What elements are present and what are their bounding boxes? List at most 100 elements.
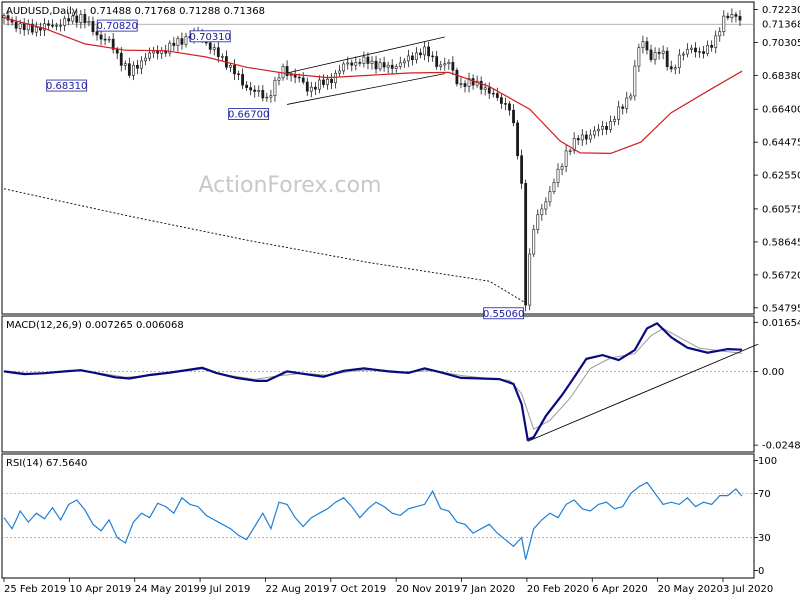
date-axis-label: 20 Feb 2020 [527, 584, 589, 595]
candle-body [524, 183, 528, 306]
candle-body [443, 63, 447, 66]
macd-header: MACD(12,26,9) 0.007265 0.006068 [6, 320, 184, 331]
rsi-panel-frame [1, 453, 755, 579]
candle-body [354, 62, 358, 66]
price-axis-label: 0.56720 [762, 270, 800, 281]
price-axis-label: 0.68380 [762, 71, 800, 82]
candle-body [111, 38, 115, 50]
candle-body [673, 67, 677, 70]
candle-body [273, 80, 277, 96]
candle-body [564, 150, 568, 167]
candle-body [115, 49, 119, 54]
axis-layer: 0.72230 0.71368 0.70305 0.68380 0.66400 0.644… [3, 5, 800, 595]
candle-body [435, 56, 439, 67]
candle-body [431, 55, 435, 58]
candle-body [738, 16, 742, 21]
candle-body [532, 229, 536, 255]
rsi-axis-label: 70 [758, 489, 771, 500]
candle-body [394, 66, 398, 69]
candle-body [338, 70, 342, 74]
candle-body [544, 201, 548, 210]
candle-body [597, 128, 600, 132]
candle-body [633, 65, 637, 97]
candle-body [305, 81, 309, 92]
candle-body [495, 93, 499, 98]
candle-body [152, 50, 156, 54]
candle-body [281, 66, 285, 79]
date-axis-label: 20 Nov 2019 [396, 584, 460, 595]
price-layer: 0.70820 0.68310 0.66700 0.70310 0.55060 [2, 8, 754, 320]
date-axis-label: 9 Jul 2019 [200, 584, 250, 595]
candle-body [127, 63, 131, 76]
candle-body [722, 15, 726, 32]
candle-body [649, 49, 653, 60]
candle-body [257, 90, 261, 92]
candle-body [75, 15, 79, 23]
price-header-ohlc: 0.71488 0.71768 0.71288 0.71368 [90, 6, 265, 17]
price-axis-label: 0.70305 [762, 38, 800, 49]
candle-body [212, 47, 216, 50]
price-header-symbol: AUDUSD,Daily [6, 6, 78, 17]
candle-body [91, 21, 95, 33]
candle-body [463, 83, 467, 87]
price-axis-label: 0.62550 [762, 171, 800, 182]
candle-body [415, 52, 418, 61]
candle-body [123, 63, 127, 66]
candle-body [374, 60, 378, 70]
candle-body [144, 57, 147, 62]
candle-body [289, 74, 293, 76]
macd-axis-label: 0.00 [762, 367, 784, 378]
candle-body [548, 191, 552, 203]
candle-body [584, 134, 588, 140]
candle-body [249, 87, 253, 91]
candle-body [277, 77, 281, 81]
candle-body [30, 23, 34, 33]
candle-body [661, 50, 665, 54]
candle-body [588, 134, 592, 140]
date-axis-label: 6 Apr 2020 [592, 584, 647, 595]
annotation-label: 0.70820 [97, 21, 138, 32]
candle-body [726, 15, 730, 19]
macd-axis-label: -0.02486 [762, 441, 800, 452]
rsi-header: RSI(14) 67.5640 [6, 458, 87, 469]
candle-body [326, 78, 329, 85]
date-axis-label: 7 Oct 2019 [331, 584, 386, 595]
candle-body [103, 38, 107, 41]
candle-body [645, 41, 649, 51]
candle-body [398, 62, 402, 67]
candle-body [168, 42, 172, 54]
last-price-box [755, 18, 800, 31]
candle-body [677, 54, 681, 69]
annotation-box [228, 108, 270, 120]
candle-body [423, 46, 426, 56]
candle-body [613, 119, 617, 122]
candle-body [698, 51, 701, 53]
candle-body [208, 42, 212, 50]
candle-body [342, 63, 346, 72]
candle-body [63, 18, 67, 26]
candle-body [451, 62, 455, 71]
candle-body [346, 62, 350, 65]
date-axis-label: 7 Jan 2020 [462, 584, 516, 595]
candle-body [694, 47, 697, 53]
candle-body [512, 109, 515, 124]
macd-axis-label: 0.01654 [762, 318, 800, 329]
candle-body [14, 21, 18, 29]
candle-body [79, 14, 83, 23]
candle-body [245, 84, 249, 88]
date-axis-label: 22 Aug 2019 [265, 584, 329, 595]
candle-body [297, 76, 301, 79]
candle-body [172, 42, 176, 46]
candle-body [406, 55, 410, 62]
rsi-layer [2, 481, 754, 560]
candle-body [107, 38, 111, 41]
candle-body [504, 103, 507, 105]
date-axis-label: 25 Feb 2019 [4, 584, 66, 595]
candle-body [366, 56, 370, 64]
candle-body [390, 64, 394, 69]
candle-body [447, 62, 451, 65]
candle-body [2, 15, 6, 18]
candle-body [479, 80, 483, 90]
candle-body [516, 122, 519, 156]
